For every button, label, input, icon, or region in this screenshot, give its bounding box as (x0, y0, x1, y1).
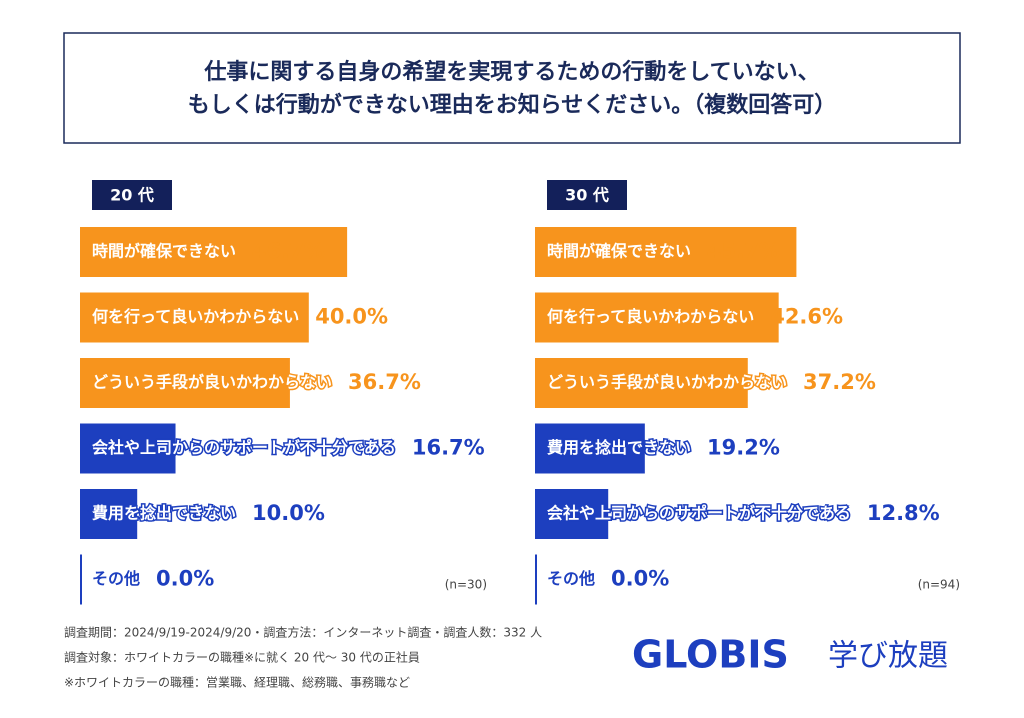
category-label: 時間が確保できない (92, 242, 236, 261)
bar (535, 423, 645, 474)
category-label: 費用を捻出できない (92, 504, 236, 523)
bar (535, 292, 779, 343)
value-label: 0.0% (611, 567, 669, 591)
panel-label-box (92, 180, 172, 210)
value-label: 10.0% (252, 501, 325, 525)
bar (535, 489, 609, 539)
bar (535, 227, 797, 277)
value-label: 46.7% (252, 239, 325, 263)
category-label: 時間が確保できない (547, 242, 691, 261)
category-label: その他 (547, 569, 595, 588)
title-line: もしくは行動ができない理由をお知らせください。（複数回答可） (188, 92, 837, 118)
value-label: 45.7% (707, 239, 780, 263)
category-label: その他 (92, 569, 140, 588)
value-label: 37.2% (803, 370, 876, 394)
category-label: どういう手段が良いかわからない (547, 373, 787, 392)
value-label: 12.8% (867, 501, 940, 525)
bar (535, 358, 748, 408)
footnote: ※ホワイトカラーの職種：営業職、経理職、総務職、事務職など (64, 676, 410, 690)
sample-size: (n=30) (445, 578, 487, 592)
title-box (63, 32, 961, 144)
bar (80, 292, 309, 343)
logo: GLOBIS (632, 633, 789, 677)
logo-sub: 学び放題 (828, 639, 948, 674)
panel-label-box (547, 180, 627, 210)
footnote: 調査対象：ホワイトカラーの職種※に就く 20 代〜 30 代の正社員 (64, 650, 420, 665)
value-label: 42.6% (770, 305, 843, 329)
bar (80, 423, 176, 474)
bar (80, 489, 138, 539)
title-line: 仕事に関する自身の希望を実現するための行動をしていない、 (203, 59, 819, 85)
footnote: 調査期間：2024/9/19-2024/9/20・調査方法：インターネット調査・… (64, 625, 542, 640)
bar (80, 227, 348, 277)
value-label: 16.7% (412, 436, 485, 460)
category-label: 会社や上司からのサポートが不十分である (547, 504, 851, 523)
category-label: 費用を捻出できない (547, 438, 691, 457)
category-label: 何を行って良いかわからない (92, 307, 299, 326)
bar (80, 358, 290, 408)
panel-label: 20 代 (110, 186, 154, 205)
sample-size: (n=94) (918, 578, 960, 592)
category-label: どういう手段が良いかわからない (92, 373, 332, 392)
panel-label: 30 代 (565, 186, 609, 205)
category-label: 何を行って良いかわからない (547, 307, 754, 326)
value-label: 19.2% (707, 436, 780, 460)
value-label: 40.0% (315, 305, 388, 329)
value-label: 0.0% (156, 567, 214, 591)
category-label: 会社や上司からのサポートが不十分である (92, 438, 396, 457)
value-label: 36.7% (348, 370, 421, 394)
